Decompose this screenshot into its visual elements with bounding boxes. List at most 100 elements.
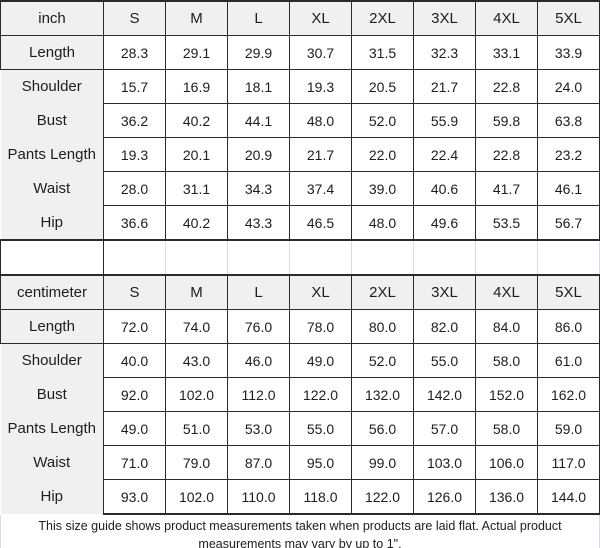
measurement-value-cell: 51.0	[165, 411, 228, 446]
measurement-value-cell: 136.0	[475, 479, 538, 515]
separator-cell	[413, 240, 476, 275]
measurement-row: Hip 36.6 40.2 43.3 46.5 48.0 49.6 53.5 56.7	[0, 205, 600, 241]
measurement-value-cell: 71.0	[103, 445, 166, 480]
measurement-row: Shoulder 40.0 43.0 46.0 49.0 52.0 55.0 58.0 61.0	[0, 343, 600, 378]
measurement-value-cell: 86.0	[537, 309, 600, 344]
measurement-value-cell: 82.0	[413, 309, 476, 344]
section-header-row: inch S M L XL 2XL 3XL 4XL 5XL	[0, 0, 600, 36]
footer-note-text: This size guide shows product measuremen…	[38, 519, 562, 548]
measurement-value-cell: 55.0	[413, 343, 476, 378]
measurement-row: Shoulder 15.7 16.9 18.1 19.3 20.5 21.7 22.8 24.0	[0, 69, 600, 104]
measurement-value-cell: 23.2	[537, 137, 600, 172]
separator-cell	[165, 240, 228, 275]
measurement-row: Waist 71.0 79.0 87.0 95.0 99.0 103.0 106.0 117.0	[0, 445, 600, 480]
measurement-row: Bust 92.0 102.0 112.0 122.0 132.0 142.0 152.0 16…	[0, 377, 600, 412]
measurement-value-cell: 22.8	[475, 137, 538, 172]
measurement-value-cell: 31.1	[165, 171, 228, 206]
measurement-value-cell: 95.0	[289, 445, 352, 480]
size-header-cell: 2XL	[351, 274, 414, 310]
size-header-cell: XL	[289, 274, 352, 310]
measurement-label-cell: Hip	[0, 479, 104, 514]
measurement-value-cell: 40.2	[165, 205, 228, 241]
size-header-cell: L	[227, 274, 290, 310]
size-header-cell: L	[227, 0, 290, 36]
unit-header-cell: centimeter	[0, 274, 104, 310]
measurement-label-cell: Hip	[0, 205, 104, 240]
measurement-label-cell: Shoulder	[0, 69, 104, 104]
measurement-value-cell: 144.0	[537, 479, 600, 515]
measurement-label-cell: Length	[0, 309, 104, 344]
measurement-value-cell: 74.0	[165, 309, 228, 344]
measurement-value-cell: 46.5	[289, 205, 352, 241]
separator-row	[0, 239, 600, 276]
measurement-value-cell: 63.8	[537, 103, 600, 138]
measurement-value-cell: 117.0	[537, 445, 600, 480]
separator-cell	[537, 240, 600, 275]
measurement-value-cell: 22.4	[413, 137, 476, 172]
measurement-label-cell: Waist	[0, 445, 104, 480]
measurement-value-cell: 30.7	[289, 35, 352, 70]
measurement-value-cell: 122.0	[289, 377, 352, 412]
measurement-value-cell: 55.0	[289, 411, 352, 446]
size-header-cell: 2XL	[351, 0, 414, 36]
measurement-value-cell: 20.9	[227, 137, 290, 172]
measurement-value-cell: 53.5	[475, 205, 538, 241]
measurement-value-cell: 52.0	[351, 103, 414, 138]
separator-cell	[103, 240, 166, 275]
measurement-value-cell: 29.9	[227, 35, 290, 70]
measurement-value-cell: 29.1	[165, 35, 228, 70]
measurement-value-cell: 28.3	[103, 35, 166, 70]
measurement-row: Waist 28.0 31.1 34.3 37.4 39.0 40.6 41.7 46.1	[0, 171, 600, 206]
measurement-value-cell: 33.1	[475, 35, 538, 70]
measurement-value-cell: 40.6	[413, 171, 476, 206]
measurement-value-cell: 21.7	[289, 137, 352, 172]
measurement-value-cell: 142.0	[413, 377, 476, 412]
measurement-value-cell: 58.0	[475, 343, 538, 378]
size-header-cell: M	[165, 274, 228, 310]
measurement-value-cell: 102.0	[165, 479, 228, 515]
measurement-value-cell: 44.1	[227, 103, 290, 138]
size-header-cell: 4XL	[475, 0, 538, 36]
measurement-value-cell: 57.0	[413, 411, 476, 446]
measurement-value-cell: 22.8	[475, 69, 538, 104]
measurement-value-cell: 18.1	[227, 69, 290, 104]
measurement-value-cell: 84.0	[475, 309, 538, 344]
measurement-value-cell: 110.0	[227, 479, 290, 515]
measurement-label-cell: Bust	[0, 103, 104, 138]
size-header-cell: M	[165, 0, 228, 36]
measurement-value-cell: 36.2	[103, 103, 166, 138]
measurement-value-cell: 112.0	[227, 377, 290, 412]
measurement-label-cell: Bust	[0, 377, 104, 412]
measurement-value-cell: 92.0	[103, 377, 166, 412]
measurement-value-cell: 24.0	[537, 69, 600, 104]
measurement-value-cell: 28.0	[103, 171, 166, 206]
measurement-value-cell: 36.6	[103, 205, 166, 241]
measurement-value-cell: 34.3	[227, 171, 290, 206]
measurement-value-cell: 106.0	[475, 445, 538, 480]
separator-cell	[289, 240, 352, 275]
measurement-value-cell: 22.0	[351, 137, 414, 172]
unit-header-cell: inch	[0, 0, 104, 36]
size-header-cell: 4XL	[475, 274, 538, 310]
measurement-row: Pants Length 19.3 20.1 20.9 21.7 22.0 22.4 22.8…	[0, 137, 600, 172]
measurement-value-cell: 76.0	[227, 309, 290, 344]
measurement-value-cell: 103.0	[413, 445, 476, 480]
measurement-value-cell: 152.0	[475, 377, 538, 412]
measurement-value-cell: 93.0	[103, 479, 166, 515]
measurement-value-cell: 33.9	[537, 35, 600, 70]
separator-cell	[227, 240, 290, 275]
measurement-value-cell: 162.0	[537, 377, 600, 412]
measurement-value-cell: 53.0	[227, 411, 290, 446]
measurement-value-cell: 20.1	[165, 137, 228, 172]
measurement-label-cell: Pants Length	[0, 137, 104, 172]
measurement-value-cell: 37.4	[289, 171, 352, 206]
size-guide-table-body: inch S M L XL 2XL 3XL 4XL 5XL Length 28.3 29.1 29.9 3…	[0, 0, 600, 515]
separator-cell	[351, 240, 414, 275]
measurement-label-cell: Shoulder	[0, 343, 104, 378]
measurement-value-cell: 59.0	[537, 411, 600, 446]
measurement-value-cell: 126.0	[413, 479, 476, 515]
measurement-value-cell: 21.7	[413, 69, 476, 104]
measurement-value-cell: 118.0	[289, 479, 352, 515]
measurement-value-cell: 61.0	[537, 343, 600, 378]
